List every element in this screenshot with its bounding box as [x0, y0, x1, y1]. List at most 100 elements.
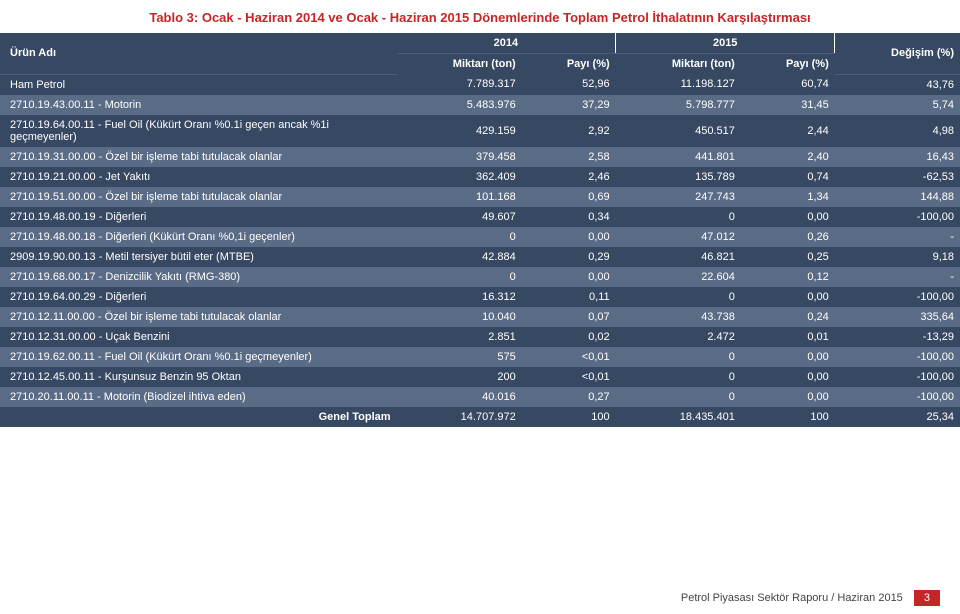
cell-m1: 49.607 [397, 207, 522, 227]
cell-d: -100,00 [835, 387, 960, 407]
cell-m1: 5.483.976 [397, 95, 522, 115]
cell-p2: 2,44 [741, 115, 835, 147]
table-row: 2909.19.90.00.13 - Metil tersiyer bütil … [0, 247, 960, 267]
cell-urun: 2909.19.90.00.13 - Metil tersiyer bütil … [0, 247, 397, 267]
cell-d: -100,00 [835, 347, 960, 367]
total-p2: 100 [741, 407, 835, 427]
cell-p1: 2,46 [522, 167, 616, 187]
cell-m2: 135.789 [616, 167, 741, 187]
cell-p2: 0,24 [741, 307, 835, 327]
cell-urun: 2710.19.64.00.29 - Diğerleri [0, 287, 397, 307]
cell-p1: 2,92 [522, 115, 616, 147]
cell-p1: 0,29 [522, 247, 616, 267]
table-row: 2710.12.45.00.11 - Kurşunsuz Benzin 95 O… [0, 367, 960, 387]
cell-p1: 2,58 [522, 147, 616, 167]
data-table: Ürün Adı 2014 2015 Değişim (%) Miktarı (… [0, 33, 960, 427]
cell-m1: 200 [397, 367, 522, 387]
table-row: 2710.19.64.00.11 - Fuel Oil (Kükürt Oran… [0, 115, 960, 147]
cell-urun: Ham Petrol [0, 74, 397, 95]
cell-urun: 2710.12.45.00.11 - Kurşunsuz Benzin 95 O… [0, 367, 397, 387]
cell-urun: 2710.19.68.00.17 - Denizcilik Yakıtı (RM… [0, 267, 397, 287]
total-label: Genel Toplam [0, 407, 397, 427]
page-number: 3 [914, 590, 940, 606]
cell-d: 5,74 [835, 95, 960, 115]
total-p1: 100 [522, 407, 616, 427]
table-row: 2710.19.62.00.11 - Fuel Oil (Kükürt Oran… [0, 347, 960, 367]
cell-d: - [835, 227, 960, 247]
cell-m2: 0 [616, 207, 741, 227]
table-row: 2710.19.48.00.19 - Diğerleri49.6070,3400… [0, 207, 960, 227]
cell-m2: 247.743 [616, 187, 741, 207]
cell-urun: 2710.19.62.00.11 - Fuel Oil (Kükürt Oran… [0, 347, 397, 367]
total-m1: 14.707.972 [397, 407, 522, 427]
cell-urun: 2710.19.48.00.19 - Diğerleri [0, 207, 397, 227]
table-title: Tablo 3: Ocak - Haziran 2014 ve Ocak - H… [0, 0, 960, 33]
cell-p2: 0,25 [741, 247, 835, 267]
cell-d: -100,00 [835, 207, 960, 227]
table-row: 2710.19.68.00.17 - Denizcilik Yakıtı (RM… [0, 267, 960, 287]
th-degisim: Değişim (%) [835, 33, 960, 74]
cell-m1: 7.789.317 [397, 74, 522, 95]
table-row: 2710.19.31.00.00 - Özel bir işleme tabi … [0, 147, 960, 167]
cell-m1: 0 [397, 227, 522, 247]
th-urun: Ürün Adı [0, 33, 397, 74]
cell-d: 16,43 [835, 147, 960, 167]
cell-m2: 46.821 [616, 247, 741, 267]
cell-m2: 22.604 [616, 267, 741, 287]
total-row: Genel Toplam14.707.97210018.435.40110025… [0, 407, 960, 427]
cell-p1: <0,01 [522, 367, 616, 387]
cell-m1: 575 [397, 347, 522, 367]
cell-m1: 40.016 [397, 387, 522, 407]
cell-d: -13,29 [835, 327, 960, 347]
cell-m2: 0 [616, 347, 741, 367]
cell-m1: 2.851 [397, 327, 522, 347]
cell-p2: 0,01 [741, 327, 835, 347]
cell-p1: 0,00 [522, 227, 616, 247]
total-d: 25,34 [835, 407, 960, 427]
cell-p1: <0,01 [522, 347, 616, 367]
cell-urun: 2710.12.11.00.00 - Özel bir işleme tabi … [0, 307, 397, 327]
cell-urun: 2710.19.43.00.11 - Motorin [0, 95, 397, 115]
cell-m1: 16.312 [397, 287, 522, 307]
table-row: 2710.20.11.00.11 - Motorin (Biodizel iht… [0, 387, 960, 407]
cell-m1: 42.884 [397, 247, 522, 267]
th-miktar-2015: Miktarı (ton) [616, 54, 741, 75]
cell-p1: 37,29 [522, 95, 616, 115]
cell-p2: 0,00 [741, 347, 835, 367]
cell-urun: 2710.20.11.00.11 - Motorin (Biodizel iht… [0, 387, 397, 407]
table-row: 2710.19.64.00.29 - Diğerleri16.3120,1100… [0, 287, 960, 307]
th-2014: 2014 [397, 33, 616, 54]
table-row: 2710.19.21.00.00 - Jet Yakıtı362.4092,46… [0, 167, 960, 187]
cell-m1: 101.168 [397, 187, 522, 207]
cell-urun: 2710.19.51.00.00 - Özel bir işleme tabi … [0, 187, 397, 207]
cell-p1: 0,34 [522, 207, 616, 227]
cell-d: - [835, 267, 960, 287]
cell-m2: 11.198.127 [616, 74, 741, 95]
cell-m1: 362.409 [397, 167, 522, 187]
cell-p1: 0,07 [522, 307, 616, 327]
cell-p1: 0,02 [522, 327, 616, 347]
cell-m1: 379.458 [397, 147, 522, 167]
cell-p1: 0,69 [522, 187, 616, 207]
cell-d: -62,53 [835, 167, 960, 187]
cell-d: 144,88 [835, 187, 960, 207]
cell-m2: 450.517 [616, 115, 741, 147]
cell-d: -100,00 [835, 367, 960, 387]
cell-p2: 0,00 [741, 287, 835, 307]
page-footer: Petrol Piyasası Sektör Raporu / Haziran … [681, 590, 940, 606]
cell-p2: 0,26 [741, 227, 835, 247]
table-row: 2710.12.31.00.00 - Uçak Benzini2.8510,02… [0, 327, 960, 347]
cell-p2: 0,00 [741, 367, 835, 387]
table-row: Ham Petrol7.789.31752,9611.198.12760,744… [0, 74, 960, 95]
cell-m1: 10.040 [397, 307, 522, 327]
total-m2: 18.435.401 [616, 407, 741, 427]
cell-urun: 2710.19.64.00.11 - Fuel Oil (Kükürt Oran… [0, 115, 397, 147]
cell-m2: 5.798.777 [616, 95, 741, 115]
cell-p2: 0,12 [741, 267, 835, 287]
cell-p2: 1,34 [741, 187, 835, 207]
cell-m2: 0 [616, 387, 741, 407]
table-row: 2710.19.48.00.18 - Diğerleri (Kükürt Ora… [0, 227, 960, 247]
table-row: 2710.19.43.00.11 - Motorin5.483.97637,29… [0, 95, 960, 115]
cell-d: 9,18 [835, 247, 960, 267]
cell-m2: 43.738 [616, 307, 741, 327]
